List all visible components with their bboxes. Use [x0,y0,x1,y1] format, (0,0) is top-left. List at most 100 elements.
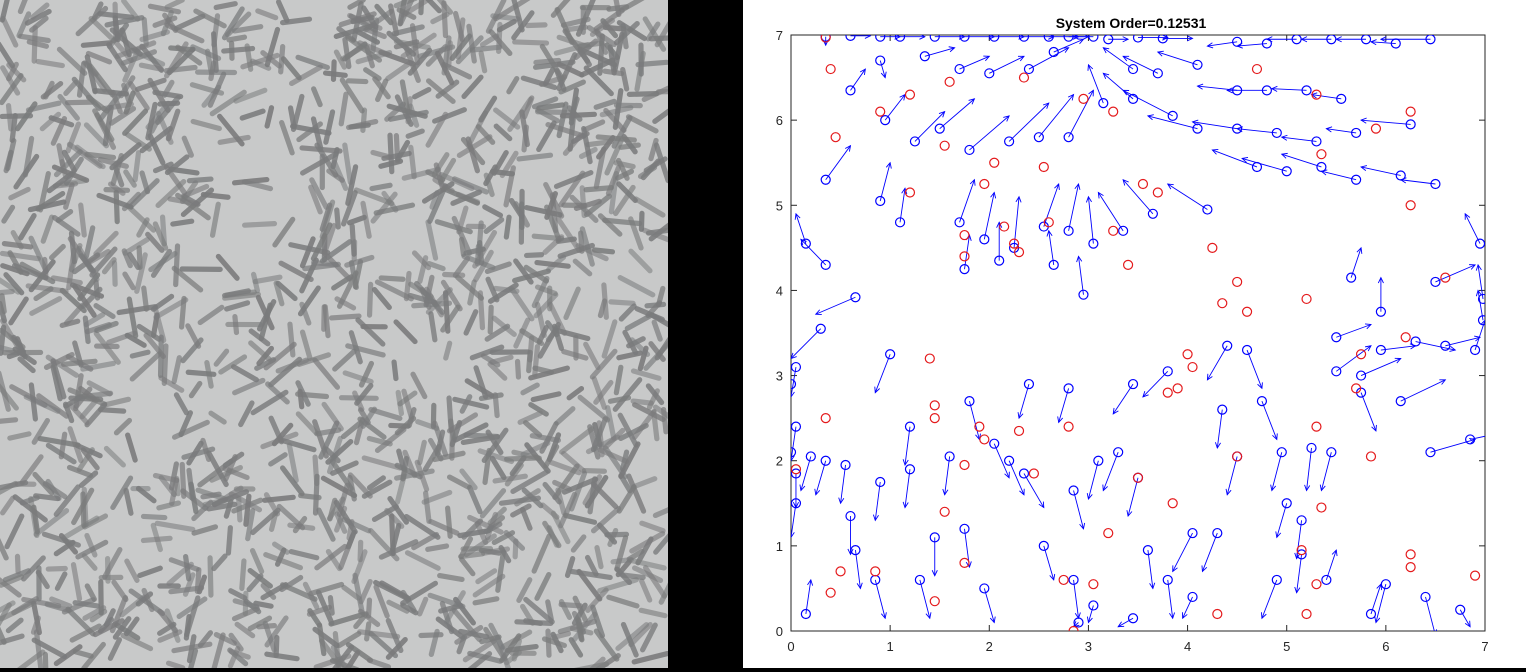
arrow-head [885,161,892,169]
arrow-head [1257,382,1263,390]
stationary-cell-point [1063,421,1074,432]
bacterium-cell [248,340,272,362]
velocity-arrow [1087,196,1094,244]
bacterium-cell [67,387,108,407]
y-tick-label: 4 [776,283,783,298]
moving-cell-point [791,498,802,509]
velocity-arrow [1321,170,1357,181]
bacterium-cell [347,0,366,10]
bacterium-cell [479,488,507,519]
moving-cell-point [989,35,1000,42]
bacterium-cell [29,296,63,316]
moving-cell-point [1375,344,1387,356]
bacterium-cell [581,126,593,165]
moving-cell-point [820,455,831,466]
arrow-head [1149,582,1156,590]
bacterium-cell [250,389,289,416]
arrow-head [1319,484,1326,492]
bacterium-cell [633,196,666,218]
velocity-arrow [1117,617,1134,628]
bacterium-cell [59,318,81,329]
velocity-arrow [1246,349,1263,389]
bacterium-cell [260,431,299,450]
bacterium-cell [569,470,588,512]
stationary-cell-point [929,400,940,411]
moving-cell-point [845,510,856,522]
arrow-head [1122,178,1129,186]
arrow-head [965,561,972,569]
bacterium-cell [263,341,297,371]
stationary-cell-point [825,63,836,75]
bacterium-cell [572,258,593,277]
velocity-arrow [1167,183,1208,210]
bacterium-cell [125,432,138,463]
bacterium-cell [248,328,271,347]
bacterium-cell [152,15,178,28]
bacterium-cell [84,151,117,161]
x-tick-label: 0 [787,639,794,654]
bacterium-cell [264,105,275,129]
velocity-arrow [854,550,861,589]
bacterium-cell [482,447,492,486]
bacterium-cell [83,312,106,328]
bacterium-cell [516,152,554,162]
bacterium-cell [53,484,81,517]
moving-cell-point [979,234,990,245]
arrow-head [1211,148,1219,155]
stationary-cell-point [1038,161,1049,173]
moving-cell-point [1147,208,1158,219]
stationary-cell-point [959,229,970,241]
bacterium-cell [196,574,207,595]
arrow-head [938,110,946,118]
bacterium-cell [397,0,410,27]
bacterium-cell [176,596,208,619]
stationary-cell-point [974,421,985,432]
bacterium-cell [265,381,290,405]
velocity-scatter-plot: System Order=0.12531 0 1 2 3 4 5 6 7 0 1 2 3 4 5 6 7 [776,15,1489,654]
arrow-head [1304,484,1311,492]
bacterium-cell [275,280,298,302]
stationary-cell-point [830,132,841,143]
moving-cell-point [1217,404,1228,415]
arrow-head [1072,35,1080,40]
bacterium-cell [330,59,337,82]
bacterium-cell [375,78,389,103]
bacterium-cell [415,419,440,431]
arrow-head [1146,114,1154,121]
arrow-head [1186,35,1194,42]
bacterium-cell [31,25,38,64]
moving-cell-point [1271,127,1282,139]
moving-cell-point [820,259,831,270]
bacterium-cell [288,549,320,561]
bacterium-cell [18,213,37,241]
bacterium-cell [442,271,466,278]
velocity-arrow [1320,452,1332,491]
bacterium-cell [360,406,378,429]
bacterium-cell [152,472,180,483]
moving-cell-point [1331,366,1342,377]
arrow-head [814,488,821,496]
stationary-cell-point [1296,545,1307,556]
bacterium-cell [554,327,591,342]
bacterium-cell [373,579,412,602]
velocity-arrow [800,456,812,491]
velocity-arrow [879,162,891,202]
bacterium-cell [9,112,18,143]
bacterium-cell [78,385,97,402]
bacterium-cell [322,304,331,339]
velocity-arrow [1281,153,1322,168]
bacterium-cell [522,95,535,120]
bacterium-cell [455,274,485,301]
velocity-arrow [1043,545,1055,581]
micrograph-image [0,0,668,668]
bacterium-cell [652,404,668,427]
bacterium-cell [22,135,35,178]
bacterium-cell [563,286,581,321]
moving-cell-point [875,55,886,66]
bacterium-cell [461,74,484,99]
bacterium-cell [87,63,116,98]
bacterium-cell [512,39,550,46]
bacterium-cell [128,81,150,111]
stationary-cell-point [1078,93,1089,104]
bacterium-cell [45,354,80,378]
